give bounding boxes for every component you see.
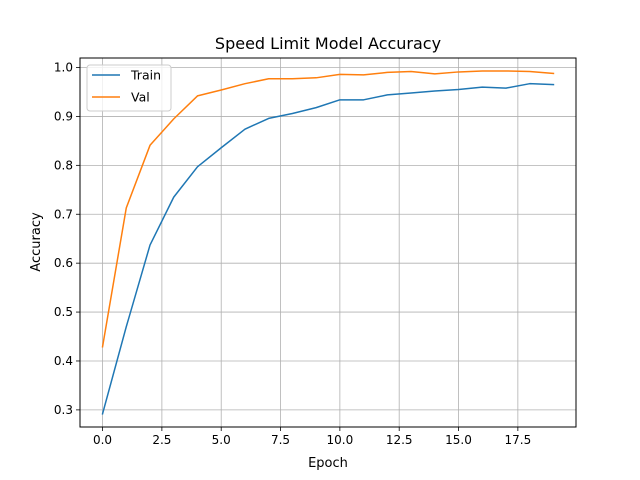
x-tick-label: 12.5 <box>386 433 413 447</box>
y-tick-label: 1.0 <box>54 61 73 75</box>
legend-label-val: Val <box>131 90 150 105</box>
x-tick-label: 10.0 <box>327 433 354 447</box>
ticks: 0.0 2.5 5.0 7.5 10.0 12.5 15.0 17.5 0.3 0.4 0.5 0.6… <box>54 61 531 447</box>
y-tick-label: 0.4 <box>54 354 73 368</box>
series-line-val <box>101 70 555 348</box>
y-tick-label: 0.3 <box>54 403 73 417</box>
x-tick-label: 5.0 <box>212 433 231 447</box>
chart-title: Speed Limit Model Accuracy <box>215 34 441 53</box>
y-tick-label: 0.9 <box>54 109 73 123</box>
y-tick-label: 0.7 <box>54 207 73 221</box>
legend-label-train: Train <box>130 68 161 83</box>
series-lines <box>101 70 555 415</box>
legend-box <box>86 64 172 112</box>
y-tick-label: 0.8 <box>54 158 73 172</box>
x-tick-label: 17.5 <box>504 433 531 447</box>
grid <box>80 58 576 427</box>
y-axis-label: Accuracy <box>29 212 44 272</box>
x-tick-label: 15.0 <box>445 433 472 447</box>
y-tick-label: 0.5 <box>54 305 73 319</box>
x-tick-label: 7.5 <box>271 433 290 447</box>
y-tick-label: 0.6 <box>54 256 73 270</box>
x-axis-label: Epoch <box>308 456 348 471</box>
legend: Train Val <box>86 64 172 112</box>
x-tick-label: 2.5 <box>152 433 171 447</box>
series-line-train <box>101 82 555 415</box>
axes-frame <box>79 57 577 428</box>
x-tick-label: 0.0 <box>93 433 112 447</box>
